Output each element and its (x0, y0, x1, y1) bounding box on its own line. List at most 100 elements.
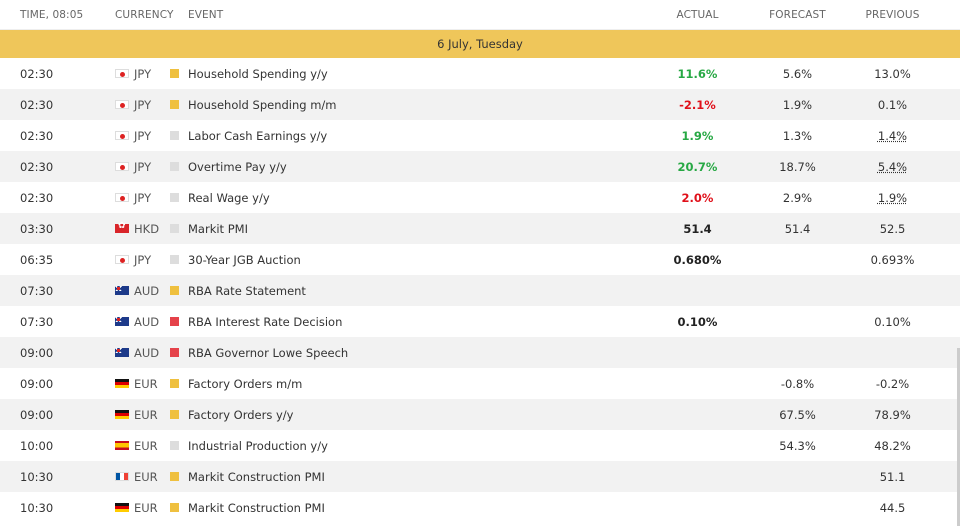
impact-high-icon (170, 317, 179, 326)
event-name[interactable]: Household Spending y/y (188, 66, 328, 81)
previous-value: -0.2% (875, 376, 910, 391)
table-row[interactable]: 03:30 HKD Markit PMI 51.4 51.4 52.5 (0, 213, 960, 244)
previous-value[interactable]: 5.4% (877, 159, 908, 174)
currency-cell: AUD (115, 337, 159, 368)
actual-value: 0.680% (673, 252, 722, 267)
currency-cell: AUD (115, 275, 159, 306)
event-name[interactable]: Markit Construction PMI (188, 469, 325, 484)
impact-medium-icon (170, 379, 179, 388)
event-cell[interactable]: Household Spending m/m (170, 89, 337, 120)
table-row[interactable]: 09:00 AUD RBA Governor Lowe Speech (0, 337, 960, 368)
event-time: 07:30 (20, 283, 54, 298)
table-row[interactable]: 09:00 EUR Factory Orders y/y 67.5% 78.9% (0, 399, 960, 430)
header-event: EVENT (188, 8, 224, 21)
event-cell[interactable]: Markit Construction PMI (170, 461, 325, 492)
event-cell[interactable]: RBA Governor Lowe Speech (170, 337, 348, 368)
table-row[interactable]: 02:30 JPY Household Spending y/y 11.6% 5.6% 1… (0, 58, 960, 89)
event-name[interactable]: Factory Orders y/y (188, 407, 294, 422)
event-time: 06:35 (20, 252, 54, 267)
previous-value: 52.5 (879, 221, 906, 236)
event-name[interactable]: Factory Orders m/m (188, 376, 303, 391)
currency-code: EUR (134, 500, 158, 515)
event-name[interactable]: Real Wage y/y (188, 190, 270, 205)
flag-fr-icon (115, 472, 129, 481)
currency-cell: EUR (115, 492, 158, 523)
flag-au-icon (115, 348, 129, 357)
header-time[interactable]: TIME, 08:05 (20, 0, 83, 29)
currency-code: AUD (134, 314, 160, 329)
impact-low-icon (170, 131, 179, 140)
table-row[interactable]: 09:00 EUR Factory Orders m/m -0.8% -0.2% (0, 368, 960, 399)
event-cell[interactable]: RBA Interest Rate Decision (170, 306, 342, 337)
table-row[interactable]: 10:00 EUR Industrial Production y/y 54.3% 48… (0, 430, 960, 461)
previous-value: 0.10% (874, 314, 911, 329)
event-cell[interactable]: RBA Rate Statement (170, 275, 306, 306)
previous-value: 0.693% (870, 252, 915, 267)
previous-value: 13.0% (874, 66, 911, 81)
forecast-value: 51.4 (784, 221, 811, 236)
flag-es-icon (115, 441, 129, 450)
event-cell[interactable]: Factory Orders m/m (170, 368, 302, 399)
event-cell[interactable]: Real Wage y/y (170, 182, 270, 213)
currency-code: JPY (134, 66, 152, 81)
currency-code: EUR (134, 469, 158, 484)
event-cell[interactable]: Industrial Production y/y (170, 430, 328, 461)
previous-value: 0.1% (877, 97, 908, 112)
actual-value: 2.0% (681, 190, 714, 205)
previous-value (795, 337, 960, 368)
event-name[interactable]: RBA Rate Statement (188, 283, 306, 298)
flag-au-icon (115, 286, 129, 295)
event-name[interactable]: RBA Interest Rate Decision (188, 314, 343, 329)
scrollbar[interactable] (957, 348, 960, 526)
forecast-value: 54.3% (779, 438, 816, 453)
table-row[interactable]: 06:35 JPY 30-Year JGB Auction 0.680% 0.693% (0, 244, 960, 275)
event-name[interactable]: Industrial Production y/y (188, 438, 328, 453)
forecast-value: -0.8% (780, 376, 815, 391)
previous-value (795, 275, 960, 306)
table-row[interactable]: 10:30 EUR Markit Construction PMI 44.5 (0, 492, 960, 523)
table-row[interactable]: 07:30 AUD RBA Interest Rate Decision 0.10% 0… (0, 306, 960, 337)
forecast-value: 18.7% (779, 159, 816, 174)
flag-jp-icon (115, 162, 129, 171)
table-row[interactable]: 02:30 JPY Labor Cash Earnings y/y 1.9% 1.3% 1… (0, 120, 960, 151)
event-name[interactable]: RBA Governor Lowe Speech (188, 345, 349, 360)
event-name[interactable]: Overtime Pay y/y (188, 159, 287, 174)
table-row[interactable]: 02:30 JPY Overtime Pay y/y 20.7% 18.7% 5.4% (0, 151, 960, 182)
event-time: 02:30 (20, 190, 54, 205)
event-time: 02:30 (20, 159, 54, 174)
table-row[interactable]: 02:30 JPY Real Wage y/y 2.0% 2.9% 1.9% (0, 182, 960, 213)
header-time-value[interactable]: 08:05 (52, 8, 84, 21)
flag-hk-icon (115, 221, 129, 233)
table-row[interactable]: 07:30 AUD RBA Rate Statement (0, 275, 960, 306)
forecast-value: 5.6% (782, 66, 813, 81)
previous-value[interactable]: 1.4% (877, 128, 908, 143)
previous-value: 51.1 (879, 469, 906, 484)
event-cell[interactable]: Overtime Pay y/y (170, 151, 287, 182)
event-name[interactable]: Household Spending m/m (188, 97, 337, 112)
event-cell[interactable]: Markit PMI (170, 213, 248, 244)
table-row[interactable]: 02:30 JPY Household Spending m/m -2.1% 1.9% 0… (0, 89, 960, 120)
event-name[interactable]: Markit Construction PMI (188, 500, 325, 515)
impact-high-icon (170, 348, 179, 357)
event-cell[interactable]: Markit Construction PMI (170, 492, 325, 523)
event-cell[interactable]: Factory Orders y/y (170, 399, 293, 430)
day-header: 6 July, Tuesday (0, 30, 960, 58)
currency-code: EUR (134, 438, 158, 453)
event-time: 10:30 (20, 500, 54, 515)
event-time: 07:30 (20, 314, 54, 329)
currency-cell: JPY (115, 151, 151, 182)
event-cell[interactable]: Household Spending y/y (170, 58, 328, 89)
event-name[interactable]: 30-Year JGB Auction (188, 252, 301, 267)
previous-value[interactable]: 1.9% (877, 190, 908, 205)
flag-de-icon (115, 503, 129, 512)
currency-code: EUR (134, 376, 158, 391)
event-name[interactable]: Labor Cash Earnings y/y (188, 128, 328, 143)
event-cell[interactable]: 30-Year JGB Auction (170, 244, 301, 275)
currency-cell: EUR (115, 368, 158, 399)
table-row[interactable]: 10:30 EUR Markit Construction PMI 51.1 (0, 461, 960, 492)
event-name[interactable]: Markit PMI (188, 221, 248, 236)
forecast-value: 2.9% (782, 190, 813, 205)
event-cell[interactable]: Labor Cash Earnings y/y (170, 120, 327, 151)
currency-cell: EUR (115, 461, 158, 492)
